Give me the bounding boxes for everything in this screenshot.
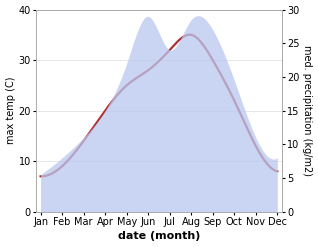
Y-axis label: max temp (C): max temp (C): [5, 77, 16, 144]
X-axis label: date (month): date (month): [118, 231, 200, 242]
Y-axis label: med. precipitation (kg/m2): med. precipitation (kg/m2): [302, 45, 313, 176]
